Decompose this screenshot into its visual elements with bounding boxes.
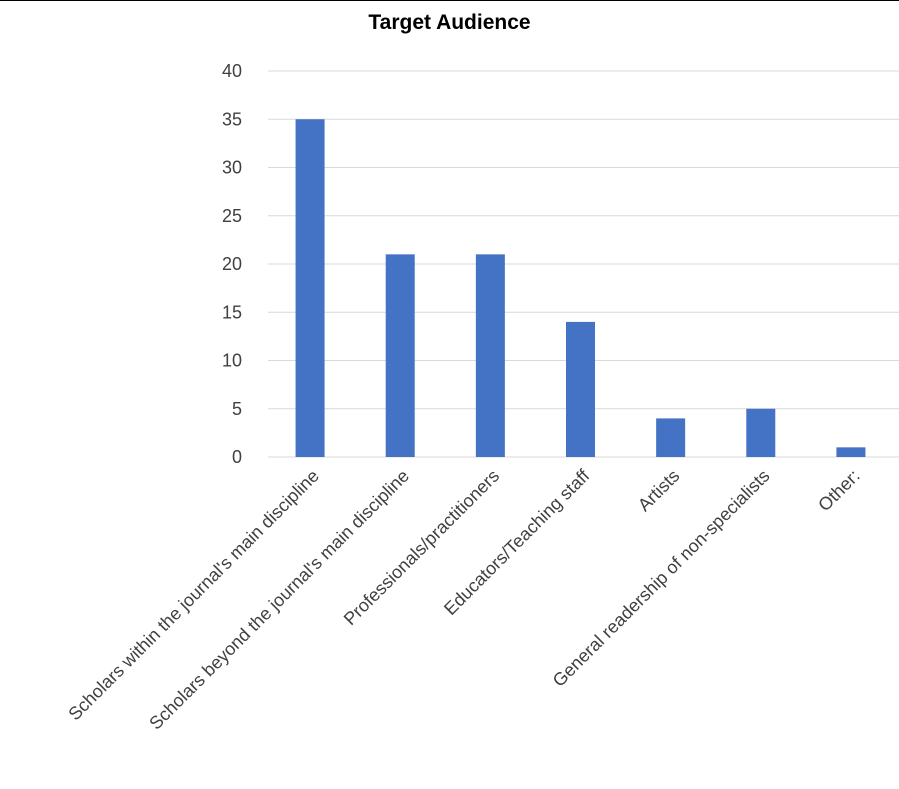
bar — [746, 408, 776, 457]
bar — [656, 418, 686, 457]
x-tick-label: Artists — [634, 466, 684, 516]
bars — [295, 119, 866, 457]
y-tick-label: 40 — [222, 61, 242, 81]
x-tick-label: Other: — [814, 466, 864, 516]
y-tick-label: 15 — [222, 302, 242, 322]
y-tick-label: 20 — [222, 254, 242, 274]
chart-title: Target Audience — [368, 11, 531, 34]
bar — [475, 254, 505, 457]
bar — [836, 447, 866, 457]
y-tick-label: 30 — [222, 158, 242, 178]
bar — [295, 119, 325, 457]
x-tick-label: Educators/Teaching staff — [440, 465, 594, 619]
bar — [385, 254, 415, 457]
x-axis-ticks: Scholars within the journal's main disci… — [64, 465, 863, 733]
y-tick-label: 25 — [222, 206, 242, 226]
y-tick-label: 35 — [222, 109, 242, 129]
y-tick-label: 5 — [232, 399, 242, 419]
y-axis-ticks: 0 5 10 15 20 25 30 35 40 — [222, 61, 242, 467]
x-tick-label: Professionals/practitioners — [340, 466, 503, 629]
bar — [566, 321, 595, 457]
y-tick-label: 10 — [222, 351, 242, 371]
y-tick-label: 0 — [232, 447, 242, 467]
